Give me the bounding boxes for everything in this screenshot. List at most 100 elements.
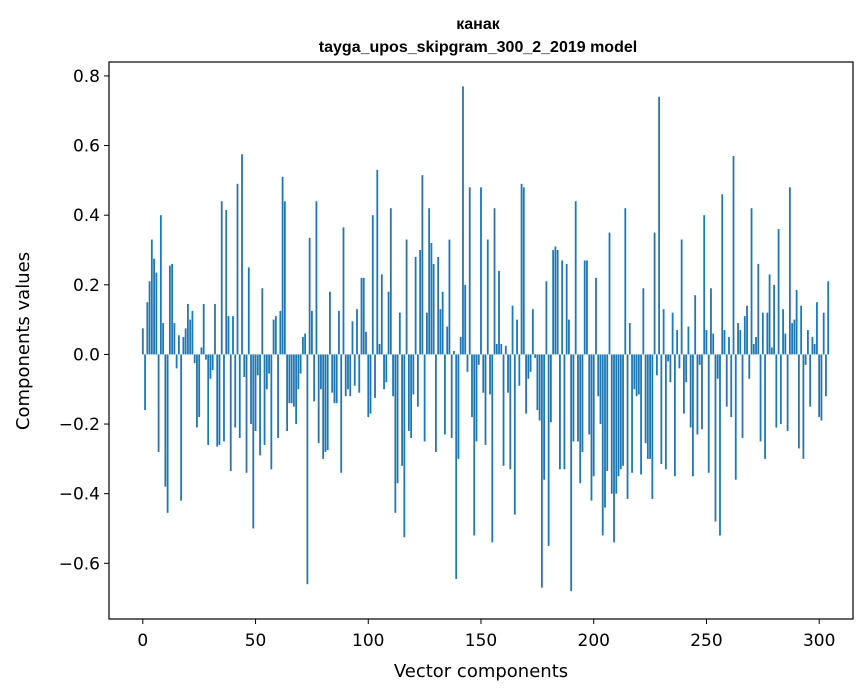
bar — [646, 354, 649, 459]
bar — [743, 316, 746, 355]
bar — [292, 354, 295, 407]
bar — [365, 331, 367, 355]
bar — [791, 323, 794, 355]
bar — [462, 86, 464, 355]
bar — [687, 326, 690, 355]
bar — [730, 354, 733, 418]
bar — [516, 319, 518, 355]
bar — [401, 354, 403, 466]
bar — [486, 239, 489, 355]
bar — [331, 354, 334, 393]
bar — [552, 249, 555, 355]
bar — [225, 209, 228, 355]
bar — [369, 354, 372, 414]
bar — [525, 354, 527, 414]
bar — [779, 354, 782, 425]
bar — [444, 354, 446, 435]
bar — [356, 309, 358, 355]
bar — [588, 354, 591, 435]
bar — [338, 310, 340, 355]
bar — [299, 354, 302, 374]
bar — [150, 239, 153, 355]
bar — [335, 354, 338, 404]
bar — [529, 354, 532, 372]
bar — [809, 354, 812, 407]
bar — [250, 354, 252, 425]
bar — [559, 354, 561, 470]
bar — [277, 354, 279, 438]
bar — [270, 354, 273, 470]
bar — [477, 354, 480, 365]
bar — [295, 354, 298, 425]
bar — [396, 354, 399, 484]
bar — [755, 337, 757, 355]
chart-title-line1: канак — [456, 16, 500, 33]
bar — [615, 354, 618, 494]
bar — [610, 354, 613, 494]
bar — [667, 354, 670, 362]
bar — [655, 354, 658, 376]
bar — [448, 239, 451, 355]
bar — [182, 337, 185, 355]
bar — [701, 354, 703, 430]
bar — [141, 328, 144, 355]
bar — [200, 347, 203, 355]
bar — [286, 354, 289, 432]
bar — [504, 345, 507, 355]
bar — [383, 354, 385, 390]
bar — [416, 354, 419, 407]
bar — [155, 272, 158, 355]
bar — [146, 302, 149, 355]
bar — [811, 337, 814, 355]
y-axis-label: Components values — [13, 252, 34, 430]
bar — [746, 305, 748, 355]
bar — [279, 310, 282, 355]
bar — [227, 316, 230, 355]
bar — [351, 321, 354, 355]
x-axis-label: Vector components — [394, 661, 568, 682]
bar — [775, 354, 778, 428]
bar — [534, 354, 537, 358]
bar — [761, 312, 764, 355]
bar — [347, 354, 349, 390]
bar — [777, 229, 780, 355]
bar — [263, 354, 266, 445]
bar — [367, 354, 370, 418]
bar — [770, 347, 773, 355]
bar — [223, 354, 225, 442]
plot-frame — [108, 61, 854, 620]
y-tick-label: −0.2 — [59, 415, 100, 435]
x-tick-label: 100 — [352, 631, 384, 651]
bar — [513, 354, 516, 515]
bar — [622, 354, 624, 466]
bar — [180, 354, 183, 501]
bar — [374, 354, 376, 398]
bar — [583, 260, 586, 355]
bar — [423, 354, 426, 442]
bar — [651, 354, 654, 499]
bar — [243, 354, 246, 378]
bar — [471, 354, 473, 418]
bar — [207, 354, 210, 445]
bar — [241, 154, 243, 355]
bar — [268, 354, 270, 374]
bar — [446, 326, 449, 355]
bars-group — [141, 86, 830, 592]
bar — [716, 354, 719, 379]
bar — [398, 312, 401, 355]
bar — [175, 354, 178, 369]
bar — [617, 354, 620, 477]
bar — [696, 354, 699, 435]
bar — [274, 316, 277, 355]
x-tick-label: 150 — [465, 631, 497, 651]
bar — [734, 354, 737, 480]
bar — [380, 274, 383, 355]
bar — [288, 354, 291, 404]
bar — [482, 354, 485, 393]
bar — [358, 354, 361, 393]
bar — [642, 288, 645, 355]
y-axis-ticks: 0.8 0.6 0.4 0.2 0.0 −0.2 −0.4 −0.6 — [59, 67, 109, 574]
bar — [342, 227, 345, 355]
bar — [466, 354, 469, 372]
bar — [538, 354, 541, 421]
